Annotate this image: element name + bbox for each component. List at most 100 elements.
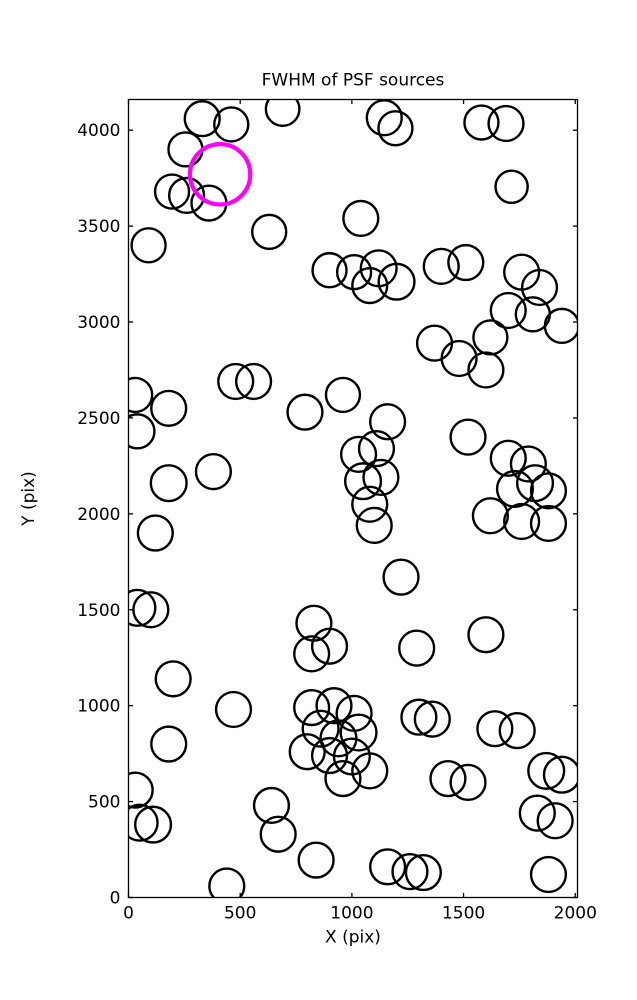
psf-source-circle (467, 616, 505, 654)
psf-source-circle (136, 514, 174, 552)
psf-source-circle (251, 213, 288, 251)
psf-source-circle (324, 759, 362, 798)
psf-source-circle (472, 319, 509, 356)
psf-source-circle (286, 393, 324, 431)
y-tick-label: 3000 (77, 313, 120, 333)
psf-source-circle (128, 771, 154, 809)
psf-source-circle (259, 815, 297, 853)
y-tick-label: 1000 (77, 697, 120, 717)
axis-labels-layer: 0 500 1000 1500 2000 0 500 1000 1500 2000 2500 3000… (19, 71, 597, 948)
psf-source-circle (149, 464, 188, 503)
psf-source-circle (487, 104, 525, 143)
psf-source-circle (134, 805, 173, 844)
psf-source-circle (413, 700, 451, 738)
psf-source-circle (365, 99, 403, 137)
psf-source-circle (167, 176, 206, 215)
axes-frame-layer (127, 98, 579, 899)
y-tick-label: 2500 (77, 409, 120, 429)
psf-source-circle (476, 710, 514, 748)
psf-source-circle (128, 413, 156, 450)
psf-source-circle (339, 435, 378, 473)
psf-source-circle (310, 627, 349, 665)
psf-source-circle (357, 430, 396, 468)
psf-source-circle (311, 252, 348, 289)
psf-source-circle (471, 497, 509, 535)
psf-source-circle (342, 199, 380, 238)
psf-source-circle (449, 763, 487, 802)
psf-source-circle (527, 751, 566, 790)
psf-source-circle (400, 698, 438, 736)
psf-source-circle (503, 502, 541, 541)
psf-source-circle (132, 591, 170, 629)
psf-source-circle (264, 99, 301, 128)
highlighted-source-circle (187, 142, 253, 207)
psf-source-circle (295, 604, 333, 642)
psf-source-circle (529, 504, 568, 543)
psf-source-circle (297, 841, 335, 879)
psf-source-circle (429, 759, 467, 798)
psf-source-circle (208, 867, 246, 898)
y-tick-label: 0 (110, 889, 121, 909)
y-tick-label: 500 (88, 793, 120, 813)
psf-source-circle (529, 855, 568, 894)
psf-source-circle (214, 690, 253, 729)
psf-source-circle (515, 464, 555, 503)
psf-source-circle (150, 389, 188, 427)
psf-source-circle (355, 506, 393, 544)
psf-source-circle (252, 786, 291, 825)
psf-source-circle (368, 403, 407, 441)
y-tick-label: 4000 (77, 121, 120, 141)
x-tick-label: 1500 (442, 904, 485, 924)
y-tick-label: 1500 (77, 601, 120, 621)
psf-source-circle (382, 558, 420, 596)
psf-source-circle (391, 852, 429, 891)
x-tick-label: 2000 (554, 904, 597, 924)
psf-source-circle (310, 736, 349, 775)
psf-source-circle (362, 458, 400, 497)
psf-source-circle (130, 227, 167, 264)
psf-source-circle (217, 362, 255, 401)
y-tick-label: 2000 (77, 505, 120, 525)
source-circles-layer (128, 99, 578, 898)
x-axis-label: X (pix) (325, 928, 381, 948)
psf-source-circle (315, 687, 353, 725)
psf-source-circle (150, 725, 188, 763)
psf-source-circle (543, 307, 578, 345)
psf-source-circle (520, 268, 559, 307)
psf-source-circle (213, 106, 250, 143)
y-axis-label: Y (pix) (19, 471, 39, 527)
psf-source-circle (422, 247, 460, 286)
chart-title: FWHM of PSF sources (262, 71, 445, 91)
axis-ticks-layer (127, 99, 578, 899)
psf-source-circle (518, 794, 556, 832)
psf-source-circle (494, 169, 529, 205)
psf-source-circle (183, 100, 221, 138)
psf-source-circle (324, 376, 362, 414)
psf-source-circle (351, 266, 389, 305)
psf-source-circle (339, 713, 378, 752)
psf-source-circle (463, 104, 500, 141)
psf-source-circle (536, 802, 574, 840)
psf-source-circle (293, 688, 331, 727)
psf-source-circle (343, 462, 383, 501)
psf-source-circle (288, 733, 326, 771)
psf-source-circle (351, 485, 389, 523)
psf-source-circle (128, 376, 154, 414)
psf-source-circle (398, 629, 436, 667)
psf-source-circle (498, 711, 536, 750)
psf-source-circle (447, 243, 485, 282)
psf-source-circle (415, 324, 454, 362)
psf-source-circle (351, 752, 389, 790)
psf-source-circle (335, 253, 373, 291)
psf-source-circle (377, 110, 414, 147)
psf-source-circle (529, 472, 568, 510)
psf-source-circle (449, 418, 487, 456)
x-tick-label: 0 (123, 904, 134, 924)
psf-source-circle (509, 445, 547, 483)
psf-source-circle (234, 362, 273, 401)
psf-source-circle (167, 131, 204, 168)
psf-source-circle (377, 262, 416, 301)
axes-frame (127, 98, 579, 899)
